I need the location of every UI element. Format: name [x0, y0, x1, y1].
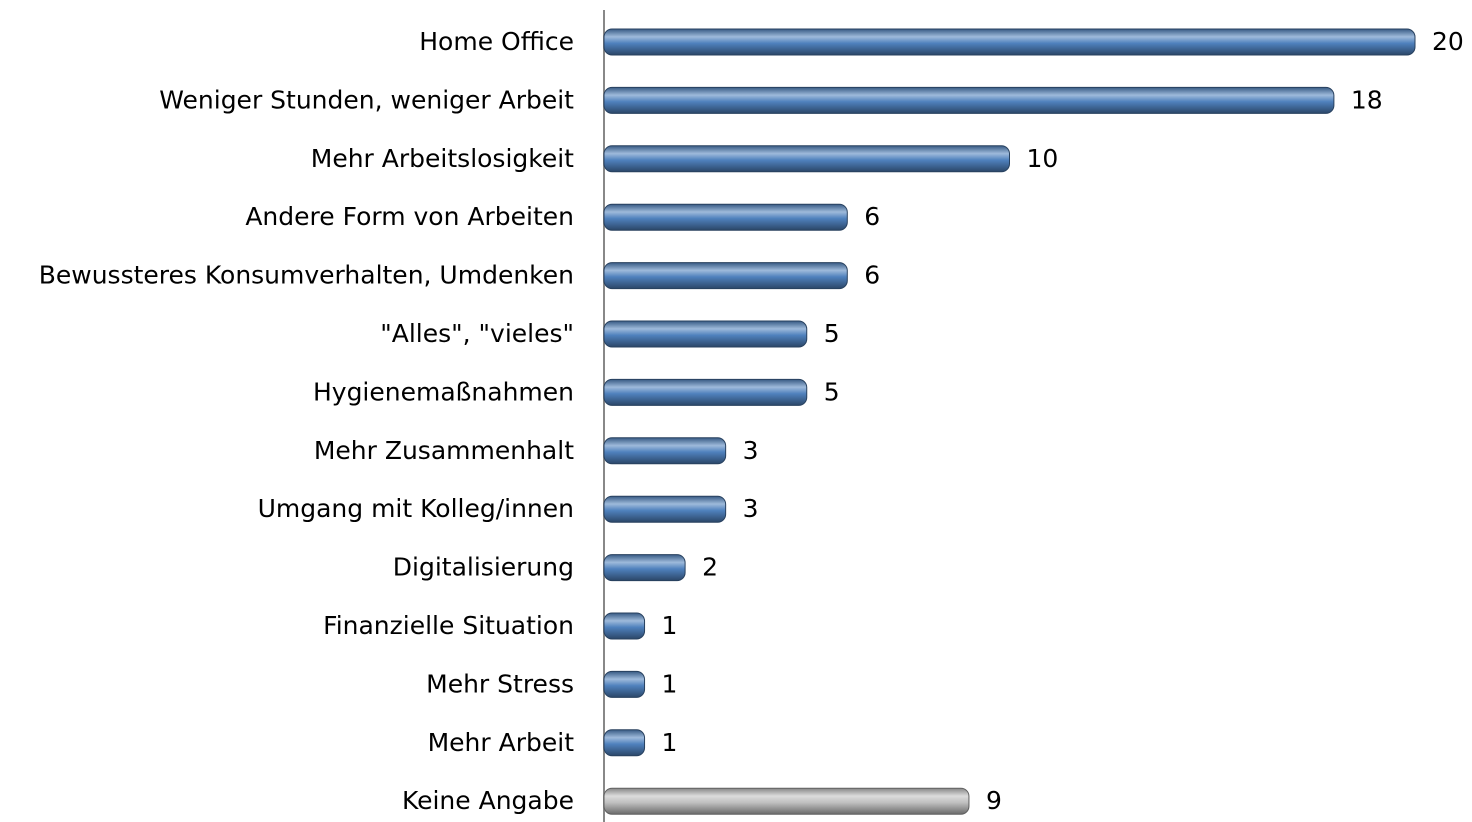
value-label: 5 [824, 319, 840, 348]
category-label: Mehr Zusammenhalt [314, 436, 574, 465]
value-label: 6 [864, 202, 880, 231]
bar [603, 495, 727, 523]
category-label: Digitalisierung [393, 553, 574, 582]
bar [603, 378, 808, 406]
category-label: Finanzielle Situation [323, 611, 574, 640]
category-label: Umgang mit Kolleg/innen [258, 494, 574, 523]
category-label: "Alles", "vieles" [380, 319, 574, 348]
bar [603, 787, 970, 815]
value-label: 10 [1027, 144, 1059, 173]
bar [603, 612, 646, 640]
bar [603, 86, 1335, 114]
value-label: 3 [743, 436, 759, 465]
value-label: 20 [1432, 27, 1464, 56]
category-label: Mehr Arbeit [428, 728, 575, 757]
category-label: Mehr Arbeitslosigkeit [311, 144, 574, 173]
category-label: Keine Angabe [402, 786, 574, 815]
bar [603, 320, 808, 348]
category-label: Hygienemaßnahmen [313, 377, 574, 406]
value-label: 6 [864, 261, 880, 290]
value-label: 1 [662, 611, 678, 640]
value-label: 1 [662, 669, 678, 698]
bar [603, 670, 646, 698]
bar [603, 437, 727, 465]
category-label: Andere Form von Arbeiten [245, 202, 574, 231]
value-label: 9 [986, 786, 1002, 815]
category-label: Weniger Stunden, weniger Arbeit [159, 85, 574, 114]
category-label: Mehr Stress [426, 669, 574, 698]
bar [603, 729, 646, 757]
category-label: Bewussteres Konsumverhalten, Umdenken [39, 261, 574, 290]
value-label: 2 [702, 553, 718, 582]
value-label: 1 [662, 728, 678, 757]
bar [603, 145, 1010, 173]
value-label: 5 [824, 377, 840, 406]
bar [603, 262, 848, 290]
bar [603, 203, 848, 231]
bar [603, 554, 686, 582]
value-label: 3 [743, 494, 759, 523]
value-label: 18 [1351, 85, 1383, 114]
category-label: Home Office [419, 27, 574, 56]
bar [603, 28, 1416, 56]
